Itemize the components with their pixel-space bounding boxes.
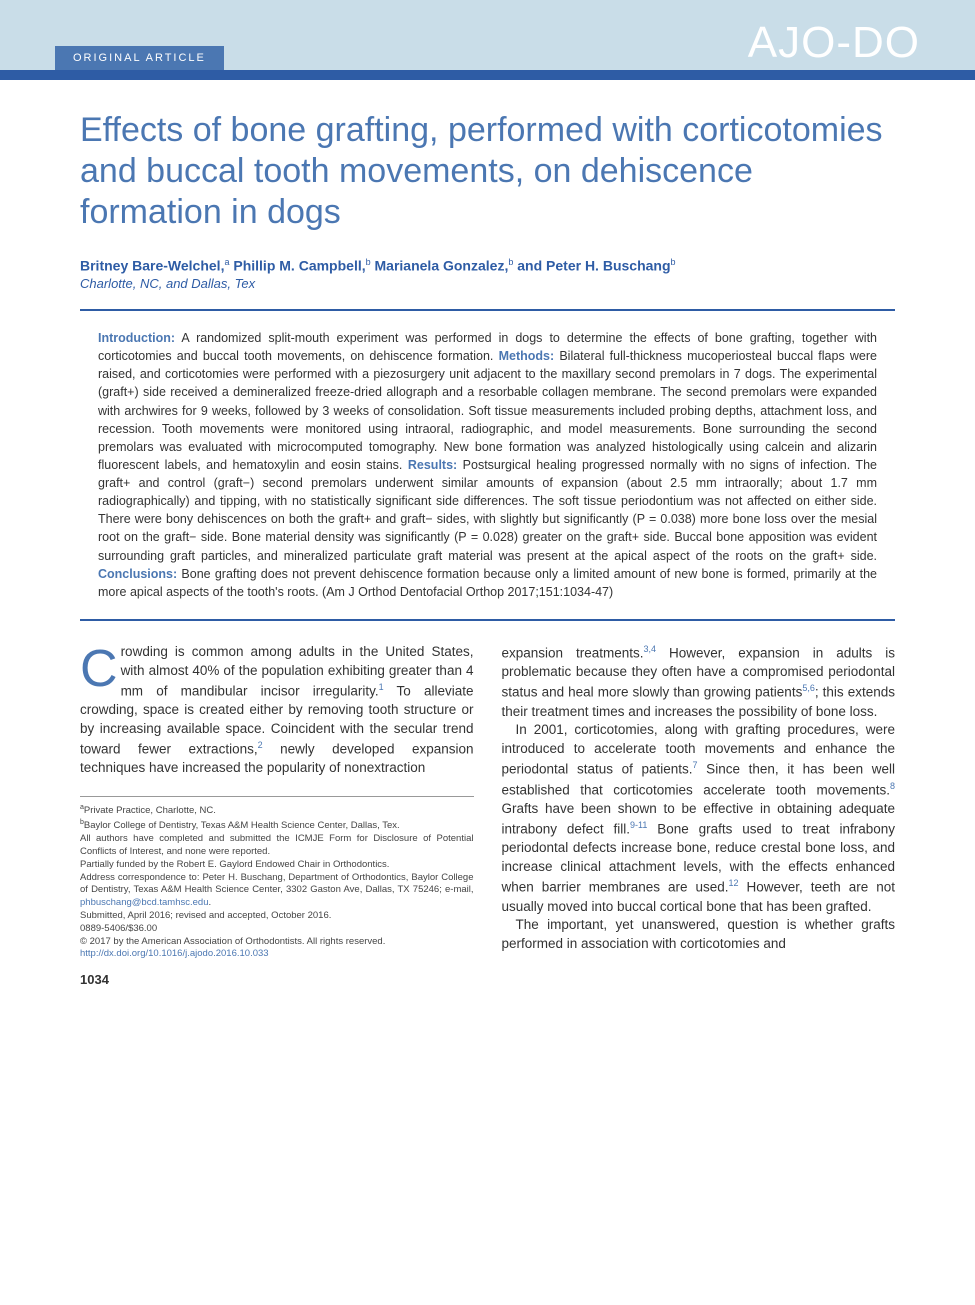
- affiliations: Charlotte, NC, and Dallas, Tex: [80, 276, 895, 291]
- abstract-rule-top: [80, 309, 895, 311]
- footnote-b: bBaylor College of Dentistry, Texas A&M …: [80, 818, 474, 833]
- footnotes-block: aPrivate Practice, Charlotte, NC. bBaylo…: [80, 796, 474, 961]
- correspondence-email-link[interactable]: phbuschang@bcd.tamhsc.edu: [80, 897, 208, 908]
- footnote-issn: 0889-5406/$36.00: [80, 923, 474, 936]
- reference-12[interactable]: 12: [729, 878, 739, 888]
- footnote-icmje: All authors have completed and submitted…: [80, 833, 474, 859]
- column-left: Crowding is common among adults in the U…: [80, 643, 474, 989]
- footnote-correspondence: Address correspondence to: Peter H. Busc…: [80, 872, 474, 910]
- column-right: expansion treatments.3,4 However, expans…: [502, 643, 896, 989]
- article-title: Effects of bone grafting, performed with…: [80, 110, 895, 232]
- section-label: ORIGINAL ARTICLE: [55, 46, 224, 70]
- doi-link[interactable]: http://dx.doi.org/10.1016/j.ajodo.2016.1…: [80, 948, 269, 959]
- abstract-methods-label: Methods:: [499, 349, 555, 363]
- article-content: Effects of bone grafting, performed with…: [0, 80, 975, 1009]
- footnote-a: aPrivate Practice, Charlotte, NC.: [80, 803, 474, 818]
- abstract-methods-text: Bilateral full-thickness mucoperiosteal …: [98, 349, 877, 472]
- body-paragraph-1: Crowding is common among adults in the U…: [80, 643, 474, 778]
- footnote-copyright: © 2017 by the American Association of Or…: [80, 936, 474, 949]
- footnote-funding: Partially funded by the Robert E. Gaylor…: [80, 859, 474, 872]
- authors-line: Britney Bare-Welchel,a Phillip M. Campbe…: [80, 257, 895, 274]
- header-band: ORIGINAL ARTICLE AJO-DO: [0, 0, 975, 70]
- abstract-conclusions-label: Conclusions:: [98, 567, 177, 581]
- abstract-results-text: Postsurgical healing progressed normally…: [98, 458, 877, 563]
- footnote-submitted: Submitted, April 2016; revised and accep…: [80, 910, 474, 923]
- header-blue-bar: [0, 70, 975, 80]
- reference-9-11[interactable]: 9-11: [630, 820, 647, 830]
- body-columns: Crowding is common among adults in the U…: [80, 643, 895, 989]
- abstract-box: Introduction: A randomized split-mouth e…: [80, 325, 895, 605]
- body-paragraph-3: In 2001, corticotomies, along with graft…: [502, 721, 896, 916]
- reference-8[interactable]: 8: [890, 781, 895, 791]
- journal-logo: AJO-DO: [748, 18, 920, 68]
- abstract-intro-label: Introduction:: [98, 331, 175, 345]
- abstract-conclusions-text: Bone grafting does not prevent dehiscenc…: [98, 567, 877, 599]
- reference-3-4[interactable]: 3,4: [644, 644, 657, 654]
- page-number: 1034: [80, 971, 474, 989]
- body-paragraph-4: The important, yet unanswered, question …: [502, 916, 896, 954]
- dropcap: C: [80, 643, 121, 691]
- body-paragraph-2: expansion treatments.3,4 However, expans…: [502, 643, 896, 722]
- reference-5-6[interactable]: 5,6: [802, 683, 815, 693]
- abstract-rule-bottom: [80, 619, 895, 621]
- abstract-results-label: Results:: [408, 458, 457, 472]
